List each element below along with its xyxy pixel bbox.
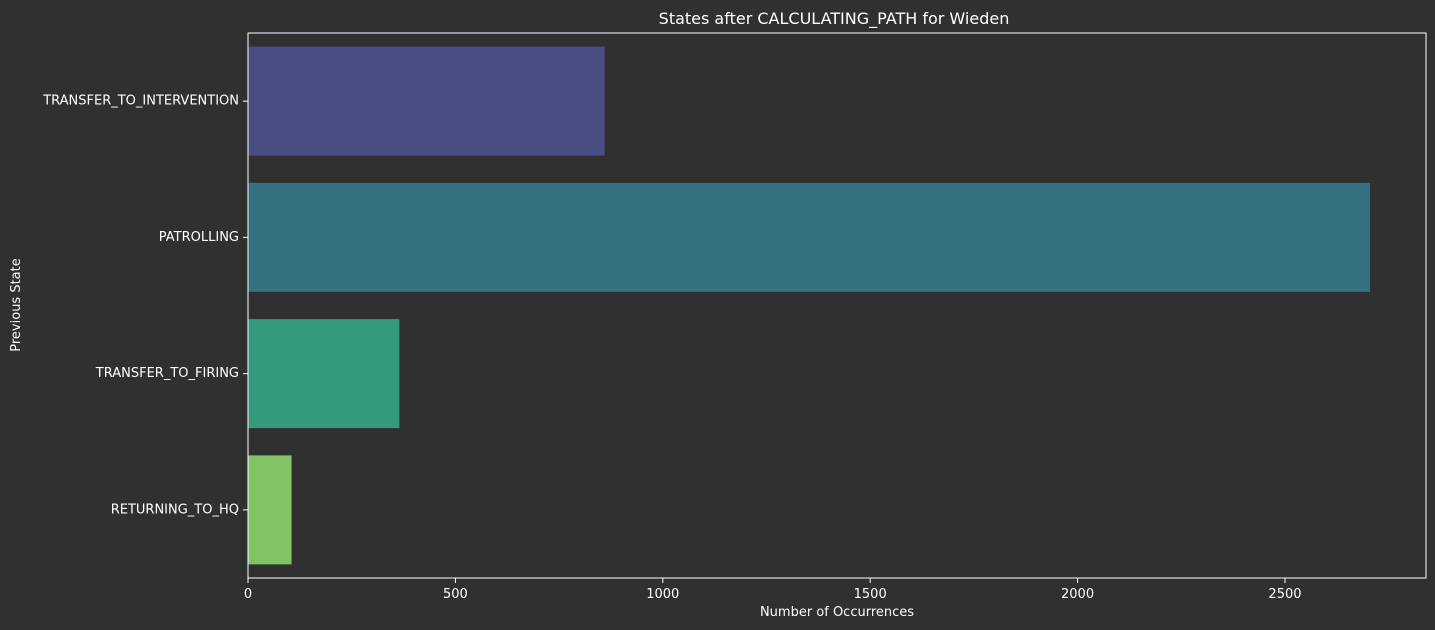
y-tick-label: RETURNING_TO_HQ [111, 502, 239, 517]
x-tick-label: 500 [443, 587, 468, 602]
y-tick-label: PATROLLING [159, 230, 239, 245]
y-tick-label: TRANSFER_TO_FIRING [95, 366, 239, 381]
y-axis-label: Previous State [9, 258, 24, 351]
x-tick-label: 2500 [1268, 587, 1301, 602]
y-ticks-group: TRANSFER_TO_INTERVENTION PATROLLING TRANSF… [42, 94, 248, 517]
y-tick-label: TRANSFER_TO_INTERVENTION [42, 94, 239, 109]
plot-frame [247, 32, 1427, 579]
chart-title: States after CALCULATING_PATH for Wieden [659, 9, 1010, 29]
bar-transfer-to-intervention [248, 46, 605, 156]
x-axis-label: Number of Occurrences [760, 605, 914, 620]
x-tick-label: 2000 [1061, 587, 1094, 602]
x-tick-label: 1500 [854, 587, 887, 602]
bar-returning-to-hq [248, 455, 292, 565]
x-tick-label: 0 [244, 587, 252, 602]
bars-group [248, 46, 1371, 565]
x-ticks-group: 0 500 1000 1500 2000 2500 [244, 578, 1302, 602]
bar-patrolling [248, 182, 1371, 292]
x-tick-label: 1000 [646, 587, 679, 602]
bar-transfer-to-firing [248, 319, 400, 429]
